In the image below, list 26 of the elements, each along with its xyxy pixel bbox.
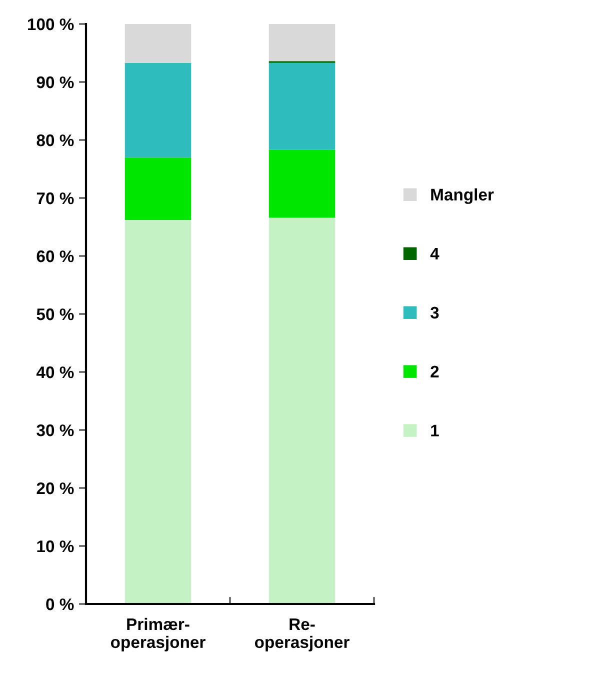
legend-label: 1 xyxy=(431,424,439,436)
y-tick-label: 20 % xyxy=(36,482,74,494)
bar xyxy=(124,157,192,220)
bar xyxy=(124,24,192,63)
bar xyxy=(268,24,336,62)
y-tick-label: 50 % xyxy=(36,308,74,320)
y-tick-label: 0 % xyxy=(46,598,74,610)
bar xyxy=(268,150,336,218)
legend-label: Mangler xyxy=(431,188,494,204)
y-tick-label: 40 % xyxy=(36,366,74,378)
legend-label: 3 xyxy=(430,306,439,319)
y-tick-label: 30 % xyxy=(36,424,74,436)
legend-label: 2 xyxy=(430,366,439,378)
y-tick-label: 60 % xyxy=(36,250,74,262)
bar xyxy=(268,62,336,150)
bar xyxy=(268,218,336,604)
bar xyxy=(124,62,192,158)
x-tick-label: Primær- operasjoner xyxy=(110,618,206,652)
y-tick-label: 100 % xyxy=(28,18,74,30)
y-tick-label: 10 % xyxy=(37,540,74,552)
bar xyxy=(124,220,192,604)
y-tick-label: 70 % xyxy=(36,192,74,204)
y-tick-label: 80 % xyxy=(36,134,74,146)
x-tick-label: Re- operasjoner xyxy=(254,618,350,652)
legend-label: 4 xyxy=(430,248,440,260)
y-tick-label: 90 % xyxy=(36,76,74,88)
